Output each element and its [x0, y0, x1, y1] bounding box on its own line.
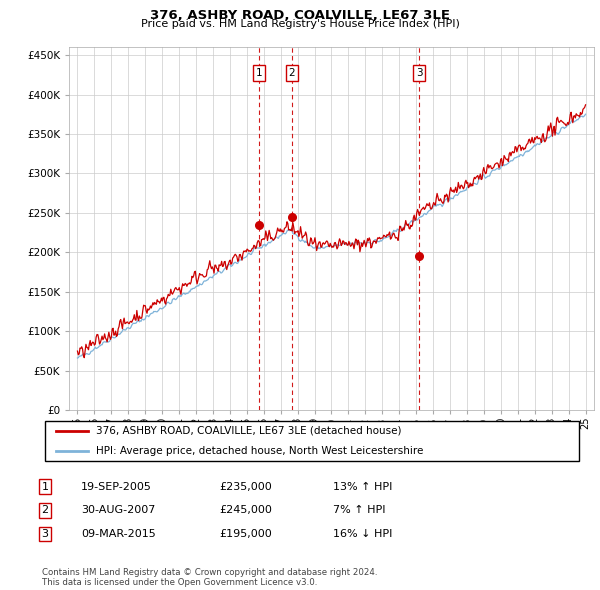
Text: 3: 3 [416, 68, 422, 78]
Text: 30-AUG-2007: 30-AUG-2007 [81, 506, 155, 515]
Text: 376, ASHBY ROAD, COALVILLE, LE67 3LE: 376, ASHBY ROAD, COALVILLE, LE67 3LE [150, 9, 450, 22]
Text: 2: 2 [41, 506, 49, 515]
Text: 1: 1 [41, 482, 49, 491]
Text: 1: 1 [256, 68, 262, 78]
Text: 09-MAR-2015: 09-MAR-2015 [81, 529, 156, 539]
Text: 19-SEP-2005: 19-SEP-2005 [81, 482, 152, 491]
Text: HPI: Average price, detached house, North West Leicestershire: HPI: Average price, detached house, Nort… [96, 446, 424, 455]
Text: £195,000: £195,000 [219, 529, 272, 539]
Text: 2: 2 [289, 68, 295, 78]
Text: 13% ↑ HPI: 13% ↑ HPI [333, 482, 392, 491]
Text: Price paid vs. HM Land Registry's House Price Index (HPI): Price paid vs. HM Land Registry's House … [140, 19, 460, 30]
Text: 3: 3 [41, 529, 49, 539]
Text: 16% ↓ HPI: 16% ↓ HPI [333, 529, 392, 539]
Text: £235,000: £235,000 [219, 482, 272, 491]
Text: Contains HM Land Registry data © Crown copyright and database right 2024.
This d: Contains HM Land Registry data © Crown c… [42, 568, 377, 587]
Text: 376, ASHBY ROAD, COALVILLE, LE67 3LE (detached house): 376, ASHBY ROAD, COALVILLE, LE67 3LE (de… [96, 426, 401, 436]
FancyBboxPatch shape [45, 421, 580, 461]
Text: £245,000: £245,000 [219, 506, 272, 515]
Text: 7% ↑ HPI: 7% ↑ HPI [333, 506, 386, 515]
